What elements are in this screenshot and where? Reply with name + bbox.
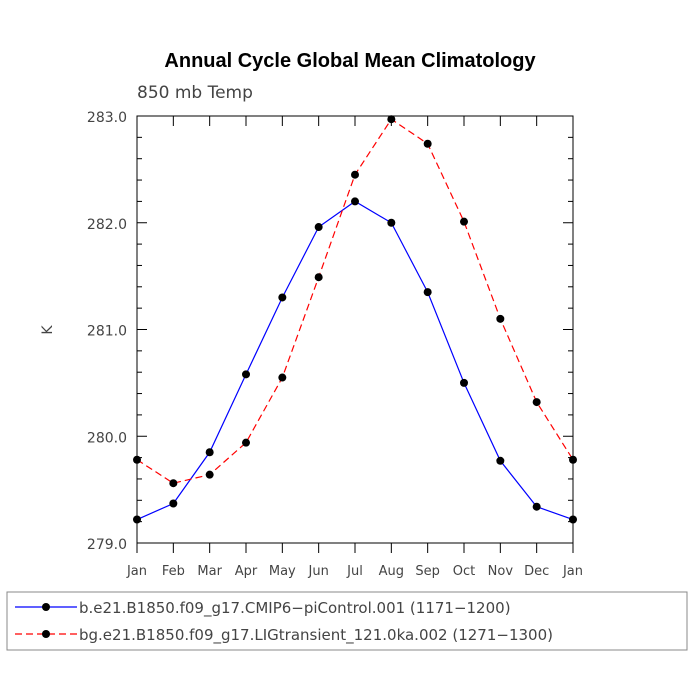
x-tick-label: Jun [308,564,329,579]
y-tick-label: 279.0 [87,537,127,553]
x-tick-label: Apr [235,564,258,579]
y-axis-label: K [40,325,56,335]
y-tick-label: 282.0 [87,217,127,233]
data-point [532,398,541,407]
data-point [496,456,505,465]
series-line-1 [136,200,574,521]
x-tick-label: Jul [346,564,363,579]
data-point [569,455,577,464]
legend-marker [42,603,50,611]
data-point [460,217,468,226]
x-tick-label: Dec [524,564,549,579]
legend-label-1: b.e21.B1850.f09_g17.CMIP6−piControl.001 … [79,599,511,618]
data-point [133,455,141,464]
x-tick-label: Mar [197,564,222,579]
data-point [205,448,214,457]
x-tick-label: Feb [162,564,185,579]
data-point [314,223,323,232]
x-tick-label: Jan [126,564,147,579]
x-tick-label: Oct [453,564,475,579]
legend-marker [42,630,50,638]
data-point [133,515,141,524]
data-point [496,314,505,323]
data-point [387,115,396,124]
legend-box [6,591,688,651]
data-point [278,373,287,382]
legend: b.e21.B1850.f09_g17.CMIP6−piControl.001 … [15,599,553,645]
x-tick-labels: Jan Feb Mar Apr May Jun Jul Aug Sep Oct Nov Dec Jan [126,564,583,579]
data-point [351,197,359,206]
series-group [133,115,577,524]
x-tick-label: Sep [415,564,440,579]
data-point [278,293,287,302]
data-point [423,288,432,297]
data-point [460,378,468,387]
x-tick-label: Nov [488,564,514,579]
data-point [532,502,541,511]
data-point [423,139,432,148]
data-point [205,470,214,479]
x-tick-label: Jan [562,564,583,579]
x-tick-label: Aug [379,564,404,579]
y-tick-label: 283.0 [87,110,127,126]
x-tick-label: May [269,564,296,579]
data-point [314,273,323,282]
legend-label-2: bg.e21.B1850.f09_g17.LIGtransient_121.0k… [79,626,553,645]
y-tick-label: 280.0 [87,430,127,446]
data-point [351,170,359,179]
data-point [569,515,577,524]
y-tick-labels: 279.0 280.0 281.0 282.0 283.0 [87,110,127,553]
axis-ticks [136,115,574,553]
chart-subtitle: 850 mb Temp [137,83,253,103]
data-point [242,438,250,447]
plot-frame [136,115,574,544]
chart-title: Annual Cycle Global Mean Climatology [164,50,536,72]
data-point [169,479,178,488]
y-tick-label: 281.0 [87,324,127,340]
data-point [242,370,250,379]
data-point [387,218,396,227]
data-point [169,499,178,508]
